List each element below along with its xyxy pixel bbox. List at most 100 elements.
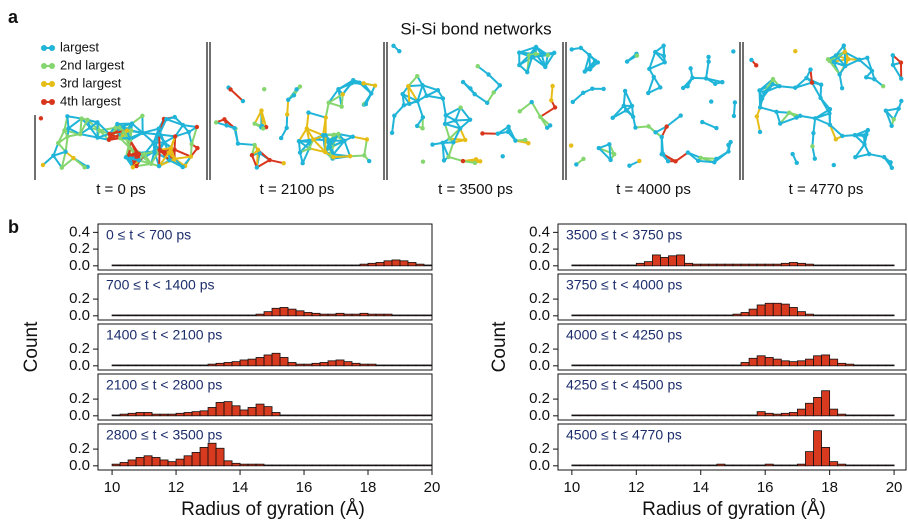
bar [111, 414, 121, 417]
bar [143, 455, 153, 467]
x-tick-label: 16 [757, 479, 774, 496]
bar [127, 314, 137, 317]
bond [598, 147, 612, 161]
atom [866, 151, 872, 157]
plot-frame [557, 273, 907, 321]
bond [448, 155, 464, 163]
bar [111, 264, 121, 267]
bar [805, 313, 814, 317]
bar [239, 359, 249, 367]
bond [57, 129, 66, 144]
snapshot-label: t = 0 ps [96, 181, 146, 198]
bar [877, 314, 887, 317]
atom [232, 125, 237, 131]
atom [65, 134, 70, 139]
bar [343, 264, 353, 267]
legend-bg [36, 58, 136, 74]
bar [571, 364, 581, 367]
bar [885, 264, 895, 267]
panel-range-label: 4500 ≤ t ≤ 4770 ps [566, 427, 682, 443]
y-tick-label: 0.2 [69, 440, 90, 457]
atom [777, 121, 783, 126]
panel-range-label: 2800 ≤ t < 3500 ps [106, 427, 222, 443]
atom [633, 125, 638, 130]
bar [853, 364, 863, 367]
y-tick-label: 0.0 [69, 307, 90, 324]
bond [407, 75, 418, 87]
atom [463, 137, 468, 143]
bar [764, 412, 774, 417]
atom [661, 53, 667, 59]
bar [619, 464, 629, 467]
bond [608, 144, 612, 161]
atom [726, 149, 731, 154]
bond [624, 90, 633, 107]
bar [853, 314, 863, 317]
atom [151, 140, 156, 145]
bar [415, 364, 425, 367]
x-axis-label: Radius of gyration (Å) [181, 499, 365, 520]
bond [408, 84, 423, 88]
bar [813, 355, 822, 367]
atom [294, 87, 299, 92]
atom [646, 124, 651, 129]
bar [813, 264, 822, 267]
atom [533, 44, 539, 50]
atom [794, 160, 799, 165]
bar [359, 263, 369, 267]
bond [129, 131, 144, 140]
bar [319, 362, 329, 367]
bar [635, 314, 645, 317]
bar [805, 263, 814, 267]
bar [603, 414, 613, 417]
bar [668, 314, 677, 317]
bar [829, 461, 839, 467]
bond [477, 65, 490, 76]
atom [130, 165, 136, 170]
bar [287, 264, 297, 267]
plot-frame [97, 323, 433, 371]
bar [652, 414, 661, 417]
panel-range-label: 3750 ≤ t < 4000 ps [566, 277, 682, 293]
bar [183, 412, 193, 417]
bar [700, 314, 710, 317]
atom [307, 146, 312, 151]
legend-label: largest [60, 39, 99, 54]
atom [267, 157, 272, 163]
legend-bg [36, 94, 136, 110]
x-axis-label: Radius of gyration (Å) [642, 499, 826, 520]
bond [312, 138, 326, 153]
bond [426, 94, 444, 100]
bar [821, 390, 831, 417]
bar [579, 364, 589, 367]
plot-frame [97, 423, 433, 471]
atom [38, 116, 44, 121]
plot-frame [557, 423, 907, 471]
bar [175, 412, 185, 417]
atom [861, 133, 867, 139]
bar [732, 263, 742, 267]
y-tick-label: 0.2 [529, 440, 550, 457]
atom [297, 150, 303, 155]
bar [207, 407, 217, 417]
bar [335, 312, 345, 317]
bar [635, 414, 645, 417]
bar [780, 303, 790, 317]
bar [813, 397, 822, 417]
bar [627, 364, 637, 367]
atom [852, 132, 858, 138]
atom [286, 97, 291, 102]
bar [351, 313, 361, 317]
atom [706, 54, 711, 60]
atom [167, 158, 172, 163]
bar [167, 364, 177, 367]
bar [311, 264, 321, 267]
bar [415, 314, 425, 317]
bar [772, 263, 782, 267]
bond [828, 60, 841, 75]
atom [113, 125, 118, 130]
bar [407, 364, 417, 367]
bar [780, 360, 790, 367]
atom [637, 158, 642, 164]
bar [764, 357, 774, 367]
